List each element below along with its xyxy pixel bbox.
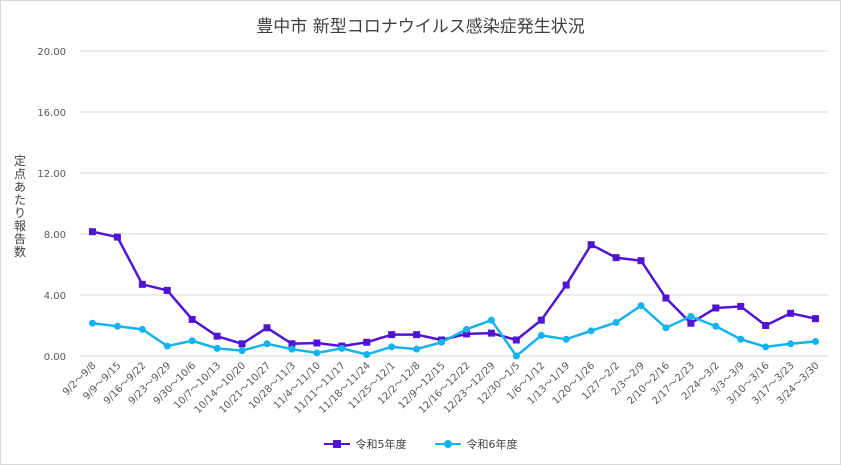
data-point-s1-22 <box>637 257 645 265</box>
data-point-s2-16 <box>487 316 495 324</box>
data-point-s1-12 <box>388 331 396 339</box>
data-point-s2-9 <box>313 349 321 357</box>
data-point-s1-7 <box>263 324 271 332</box>
data-point-s1-20 <box>587 241 595 249</box>
data-point-s2-25 <box>712 322 720 330</box>
data-point-s1-5 <box>213 332 221 340</box>
data-point-s2-14 <box>438 338 446 346</box>
legend: 令和5年度 令和6年度 <box>0 436 841 452</box>
data-point-s2-8 <box>288 345 296 353</box>
data-point-s2-22 <box>637 302 645 310</box>
data-point-s1-6 <box>238 340 246 348</box>
y-tick-label-1: 4.00 <box>44 291 66 302</box>
data-point-s1-3 <box>163 286 171 294</box>
data-point-s2-15 <box>462 325 470 333</box>
data-point-s2-26 <box>737 335 745 343</box>
data-point-s1-0 <box>88 228 96 236</box>
data-point-s1-24 <box>687 319 695 327</box>
data-point-s2-28 <box>787 340 795 348</box>
y-tick-label-3: 12.00 <box>37 169 66 180</box>
data-point-s1-13 <box>413 331 421 339</box>
data-point-s1-23 <box>662 294 670 302</box>
series-line-2 <box>92 304 816 358</box>
data-point-s2-12 <box>388 343 396 351</box>
data-point-s2-3 <box>163 342 171 350</box>
data-point-s2-10 <box>338 344 346 352</box>
data-point-s1-18 <box>537 316 545 324</box>
data-point-s2-5 <box>213 344 221 352</box>
data-point-s2-23 <box>662 324 670 332</box>
data-point-s1-28 <box>787 309 795 317</box>
data-point-s2-20 <box>587 327 595 335</box>
data-point-s2-19 <box>562 335 570 343</box>
data-point-s1-29 <box>812 315 820 323</box>
data-point-s2-17 <box>512 352 520 360</box>
data-point-s2-29 <box>812 338 820 346</box>
legend-item-series-2: 令和6年度 <box>434 436 518 452</box>
data-point-s1-11 <box>363 338 371 346</box>
data-point-s1-8 <box>288 340 296 348</box>
data-point-s2-4 <box>188 337 196 345</box>
y-tick-label-2: 8.00 <box>44 230 66 241</box>
legend-swatch-series-2 <box>434 439 461 449</box>
data-point-s2-24 <box>687 312 695 320</box>
y-tick-label-5: 20.00 <box>37 47 66 58</box>
chart-title: 豊中市 新型コロナウイルス感染症発生状況 <box>256 17 585 37</box>
data-point-s2-11 <box>363 350 371 358</box>
legend-swatch-series-1 <box>323 439 350 449</box>
y-tick-label-0: 0.00 <box>44 352 66 363</box>
data-point-s1-4 <box>188 315 196 323</box>
data-point-s2-2 <box>138 325 146 333</box>
data-point-s1-17 <box>512 336 520 344</box>
series-line-1 <box>92 230 816 348</box>
y-axis-label: 定点あたり報告数 <box>14 154 27 259</box>
data-point-s2-21 <box>612 318 620 326</box>
y-tick-label-4: 16.00 <box>37 108 66 119</box>
data-point-s1-25 <box>712 304 720 312</box>
data-point-s2-13 <box>413 345 421 353</box>
data-point-s1-16 <box>487 329 495 337</box>
data-point-s2-0 <box>88 319 96 327</box>
data-point-s2-27 <box>762 343 770 351</box>
data-point-s1-21 <box>612 254 620 262</box>
data-point-s1-2 <box>138 280 146 288</box>
data-point-s2-18 <box>537 331 545 339</box>
legend-item-series-1: 令和5年度 <box>323 436 407 452</box>
legend-label-series-2: 令和6年度 <box>466 438 518 451</box>
legend-label-series-1: 令和5年度 <box>355 438 407 451</box>
data-point-s1-27 <box>762 322 770 329</box>
data-point-s1-15 <box>462 330 470 338</box>
data-point-s1-1 <box>113 233 121 241</box>
data-point-s2-1 <box>113 322 121 330</box>
data-point-s2-7 <box>263 340 271 348</box>
data-point-s1-9 <box>313 339 321 347</box>
data-point-s2-6 <box>238 347 246 355</box>
data-point-s1-26 <box>737 302 745 310</box>
data-point-s1-19 <box>562 281 570 289</box>
